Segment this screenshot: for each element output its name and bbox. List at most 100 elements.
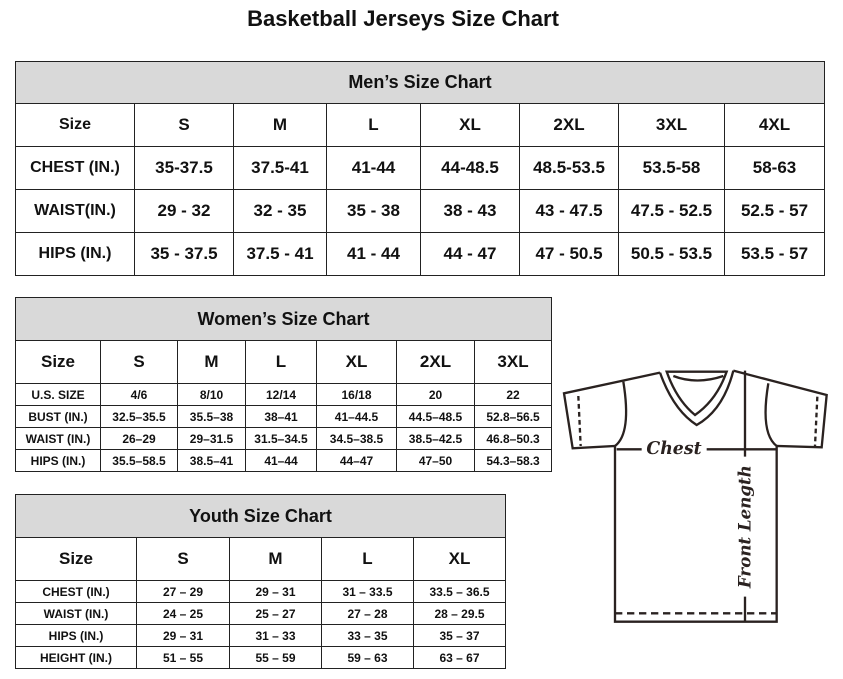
table-cell: 59 – 63 (321, 646, 414, 669)
row-label: CHEST (IN.) (15, 580, 137, 603)
table-cell: 12/14 (245, 383, 317, 406)
table-cell: 52.5 - 57 (724, 189, 825, 233)
table-cell: 27 – 28 (321, 602, 414, 625)
womens-size-table: Women’s Size Chart Size S M L XL 2XL 3XL U.S. S… (14, 297, 553, 472)
table-cell: 44.5–48.5 (396, 405, 475, 428)
youth-heading: Youth Size Chart (14, 494, 507, 538)
table-cell: 53.5 - 57 (724, 232, 825, 276)
row-label: BUST (IN.) (15, 405, 101, 428)
table-row: HIPS (IN.) 29 – 31 31 – 33 33 – 35 35 – 37 (15, 624, 507, 647)
table-cell: 41-44 (326, 146, 421, 190)
table-cell: L (321, 537, 414, 581)
table-cell: 53.5-58 (618, 146, 725, 190)
table-cell: S (100, 340, 178, 384)
table-cell: 31 – 33.5 (321, 580, 414, 603)
table-cell: XL (420, 103, 520, 147)
table-cell: 28 – 29.5 (412, 602, 507, 625)
table-cell: 4/6 (100, 383, 178, 406)
mens-size-table: Men’s Size Chart Size S M L XL 2XL 3XL 4XL CHEST… (15, 61, 825, 276)
row-label: HIPS (IN.) (15, 232, 135, 276)
table-row: BUST (IN.) 32.5–35.5 35.5–38 38–41 41–44.5 44… (15, 405, 553, 428)
table-cell: 2XL (519, 103, 619, 147)
table-cell: 35-37.5 (134, 146, 234, 190)
table-cell: 35.5–58.5 (100, 449, 178, 472)
table-cell: L (326, 103, 421, 147)
table-cell: 32 - 35 (233, 189, 327, 233)
table-cell: 41 - 44 (326, 232, 421, 276)
table-cell: 34.5–38.5 (316, 427, 397, 450)
table-cell: 46.8–50.3 (473, 427, 553, 450)
table-row: CHEST (IN.) 27 – 29 29 – 31 31 – 33.5 33.5 –… (15, 580, 507, 603)
table-cell: 43 - 47.5 (519, 189, 619, 233)
table-row: HIPS (IN.) 35 - 37.5 37.5 - 41 41 - 44 44 - … (15, 232, 825, 276)
table-cell: XL (412, 537, 507, 581)
table-cell: 35 – 37 (412, 624, 507, 647)
table-row: WAIST(IN.) 29 - 32 32 - 35 35 - 38 38 - 43 43… (15, 189, 825, 233)
table-cell: 33 – 35 (321, 624, 414, 647)
table-cell: M (177, 340, 246, 384)
table-cell: 52.8–56.5 (473, 405, 553, 428)
table-cell: 2XL (396, 340, 475, 384)
chest-label: Chest (646, 439, 701, 459)
table-cell: 35 - 38 (326, 189, 421, 233)
row-label: Size (15, 103, 135, 147)
table-cell: L (245, 340, 317, 384)
table-cell: 29 – 31 (229, 580, 322, 603)
table-cell: 29–31.5 (177, 427, 246, 450)
table-cell: 22 (473, 383, 553, 406)
womens-heading: Women’s Size Chart (14, 297, 553, 341)
table-cell: 31 – 33 (229, 624, 322, 647)
mens-heading: Men’s Size Chart (15, 61, 825, 104)
table-cell: M (233, 103, 327, 147)
table-row: CHEST (IN.) 35-37.5 37.5-41 41-44 44-48.5 48.… (15, 146, 825, 190)
table-cell: 3XL (618, 103, 725, 147)
table-cell: XL (316, 340, 397, 384)
table-cell: 27 – 29 (136, 580, 230, 603)
table-cell: 44-48.5 (420, 146, 520, 190)
row-label: Size (15, 340, 101, 384)
table-cell: 29 – 31 (136, 624, 230, 647)
row-label: HIPS (IN.) (15, 449, 101, 472)
table-cell: 37.5-41 (233, 146, 327, 190)
table-cell: 26–29 (100, 427, 178, 450)
table-cell: 4XL (724, 103, 825, 147)
table-cell: 47–50 (396, 449, 475, 472)
table-cell: 41–44 (245, 449, 317, 472)
table-cell: 29 - 32 (134, 189, 234, 233)
table-cell: 37.5 - 41 (233, 232, 327, 276)
table-cell: 47.5 - 52.5 (618, 189, 725, 233)
table-cell: M (229, 537, 322, 581)
table-cell: 24 – 25 (136, 602, 230, 625)
table-row: U.S. SIZE 4/6 8/10 12/14 16/18 20 22 (15, 383, 553, 406)
size-header-row: Size S M L XL 2XL 3XL 4XL (15, 103, 825, 147)
table-cell: 33.5 – 36.5 (412, 580, 507, 603)
table-cell: 32.5–35.5 (100, 405, 178, 428)
size-header-row: Size S M L XL 2XL 3XL (15, 340, 553, 384)
jersey-diagram: Chest Front Length (562, 369, 828, 623)
row-label: Size (15, 537, 137, 581)
table-cell: 50.5 - 53.5 (618, 232, 725, 276)
row-label: HEIGHT (IN.) (15, 646, 137, 669)
table-cell: 44–47 (316, 449, 397, 472)
table-row: HIPS (IN.) 35.5–58.5 38.5–41 41–44 44–47 47–5… (15, 449, 553, 472)
row-label: U.S. SIZE (15, 383, 101, 406)
table-cell: S (134, 103, 234, 147)
size-header-row: Size S M L XL (15, 537, 507, 581)
table-cell: 38 - 43 (420, 189, 520, 233)
table-cell: 48.5-53.5 (519, 146, 619, 190)
table-cell: 44 - 47 (420, 232, 520, 276)
table-cell: 38.5–42.5 (396, 427, 475, 450)
row-label: WAIST(IN.) (15, 189, 135, 233)
youth-size-table: Youth Size Chart Size S M L XL CHEST (IN.) 27 … (14, 494, 507, 669)
table-cell: 35.5–38 (177, 405, 246, 428)
table-cell: 38–41 (245, 405, 317, 428)
table-cell: 8/10 (177, 383, 246, 406)
table-cell: 41–44.5 (316, 405, 397, 428)
row-label: HIPS (IN.) (15, 624, 137, 647)
table-cell: 25 – 27 (229, 602, 322, 625)
table-cell: 3XL (473, 340, 553, 384)
row-label: WAIST (IN.) (15, 427, 101, 450)
table-cell: 16/18 (316, 383, 397, 406)
row-label: WAIST (IN.) (15, 602, 137, 625)
table-row: WAIST (IN.) 24 – 25 25 – 27 27 – 28 28 – 29.… (15, 602, 507, 625)
